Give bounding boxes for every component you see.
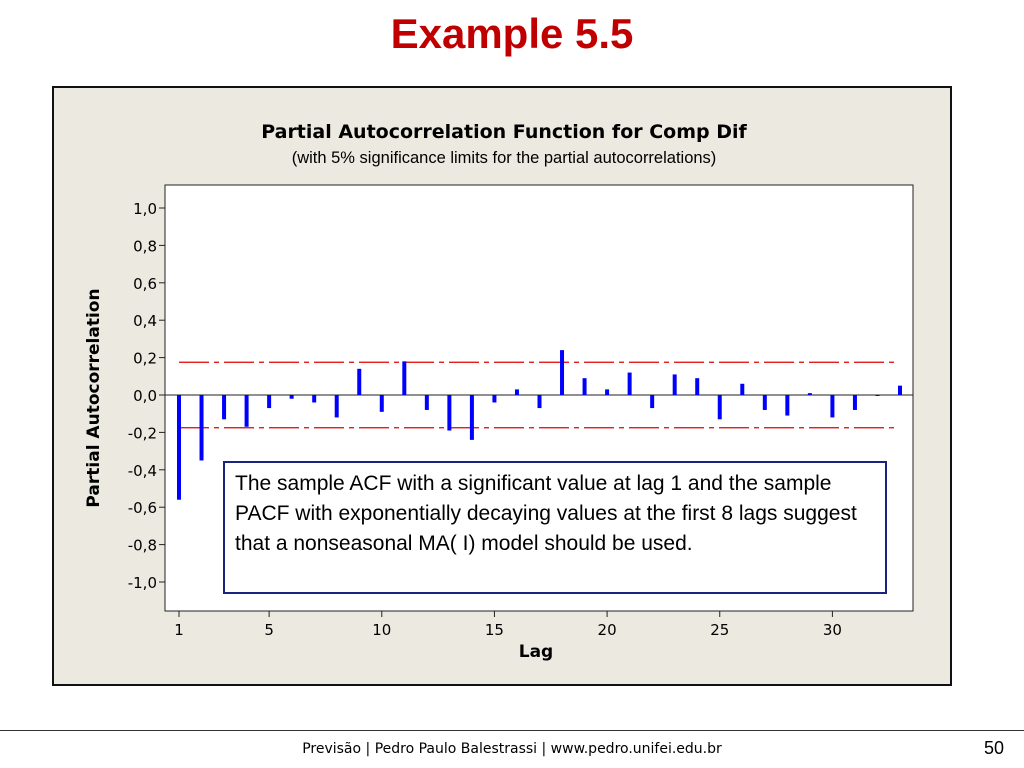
pacf-bar — [785, 395, 790, 416]
pacf-bar — [537, 395, 542, 409]
pacf-bar — [402, 361, 407, 395]
pacf-bar — [177, 395, 181, 500]
x-axis: 1 5 10 15 20 25 30 — [174, 611, 842, 639]
pacf-bar — [514, 389, 519, 395]
pacf-bar — [289, 395, 294, 399]
y-tick-label: -0,4 — [128, 462, 157, 480]
pacf-bar — [267, 395, 272, 409]
pacf-bar — [695, 378, 700, 395]
y-tick-label: -1,0 — [128, 574, 157, 592]
pacf-chart: Partial Autocorrelation Function for Com… — [84, 121, 914, 662]
pacf-bar — [492, 395, 497, 403]
y-tick-label: 0,6 — [133, 275, 157, 293]
x-tick-label: 1 — [174, 621, 184, 639]
x-axis-label: Lag — [519, 642, 553, 662]
pacf-bar — [605, 389, 610, 395]
pacf-bar — [852, 395, 857, 410]
x-tick-label: 10 — [372, 621, 391, 639]
y-axis: 1,0 0,8 0,6 0,4 0,2 0,0 -0,2 -0,4 -0,6 -0,8 -1,0 — [128, 200, 165, 592]
y-tick-label: 1,0 — [133, 200, 157, 218]
pacf-bar — [717, 395, 722, 420]
pacf-bar — [244, 395, 249, 427]
pacf-bar — [807, 393, 812, 395]
y-tick-label: 0,4 — [133, 312, 157, 330]
x-tick-label: 5 — [264, 621, 274, 639]
pacf-bar — [199, 395, 204, 461]
chart-subtitle: (with 5% significance limits for the par… — [292, 149, 717, 167]
pacf-bar — [357, 368, 362, 395]
footer-text: Previsão | Pedro Paulo Balestrassi | www… — [302, 741, 722, 757]
pacf-bar — [447, 395, 452, 431]
pacf-bar — [312, 395, 317, 403]
pacf-bar — [762, 395, 767, 410]
chart-frame: Partial Autocorrelation Function for Com… — [52, 86, 952, 686]
slide-title: Example 5.5 — [390, 10, 634, 57]
significance-limits — [179, 361, 899, 429]
pacf-bar — [560, 350, 565, 395]
x-tick-label: 25 — [710, 621, 729, 639]
y-axis-label: Partial Autocorrelation — [84, 288, 104, 507]
y-tick-label: -0,2 — [128, 424, 157, 442]
pacf-bar — [379, 395, 384, 412]
y-tick-label: -0,6 — [128, 499, 157, 517]
pacf-bar — [469, 395, 474, 440]
x-tick-label: 30 — [823, 621, 842, 639]
pacf-bar — [672, 374, 677, 395]
pacf-bar — [582, 378, 587, 395]
annotation-box: The sample ACF with a significant value … — [223, 461, 887, 594]
pacf-bar — [650, 395, 655, 409]
pacf-bar — [334, 395, 339, 418]
y-tick-label: 0,8 — [133, 237, 157, 255]
pacf-bar — [627, 372, 632, 395]
pacf-bar — [875, 395, 880, 396]
pacf-bar — [830, 395, 835, 418]
y-tick-label: 0,2 — [133, 350, 157, 368]
x-tick-label: 20 — [598, 621, 617, 639]
pacf-bar — [424, 395, 429, 410]
annotation-text: The sample ACF with a significant value … — [235, 472, 857, 555]
pacf-bars — [165, 350, 913, 500]
y-tick-label: -0,8 — [128, 537, 157, 555]
footer-divider — [0, 730, 1024, 731]
y-tick-label: 0,0 — [133, 387, 157, 405]
page-number: 50 — [983, 738, 1004, 758]
x-tick-label: 15 — [485, 621, 504, 639]
pacf-bar — [898, 385, 902, 395]
pacf-bar — [222, 395, 227, 420]
pacf-bar — [740, 383, 745, 395]
chart-title: Partial Autocorrelation Function for Com… — [261, 121, 747, 143]
